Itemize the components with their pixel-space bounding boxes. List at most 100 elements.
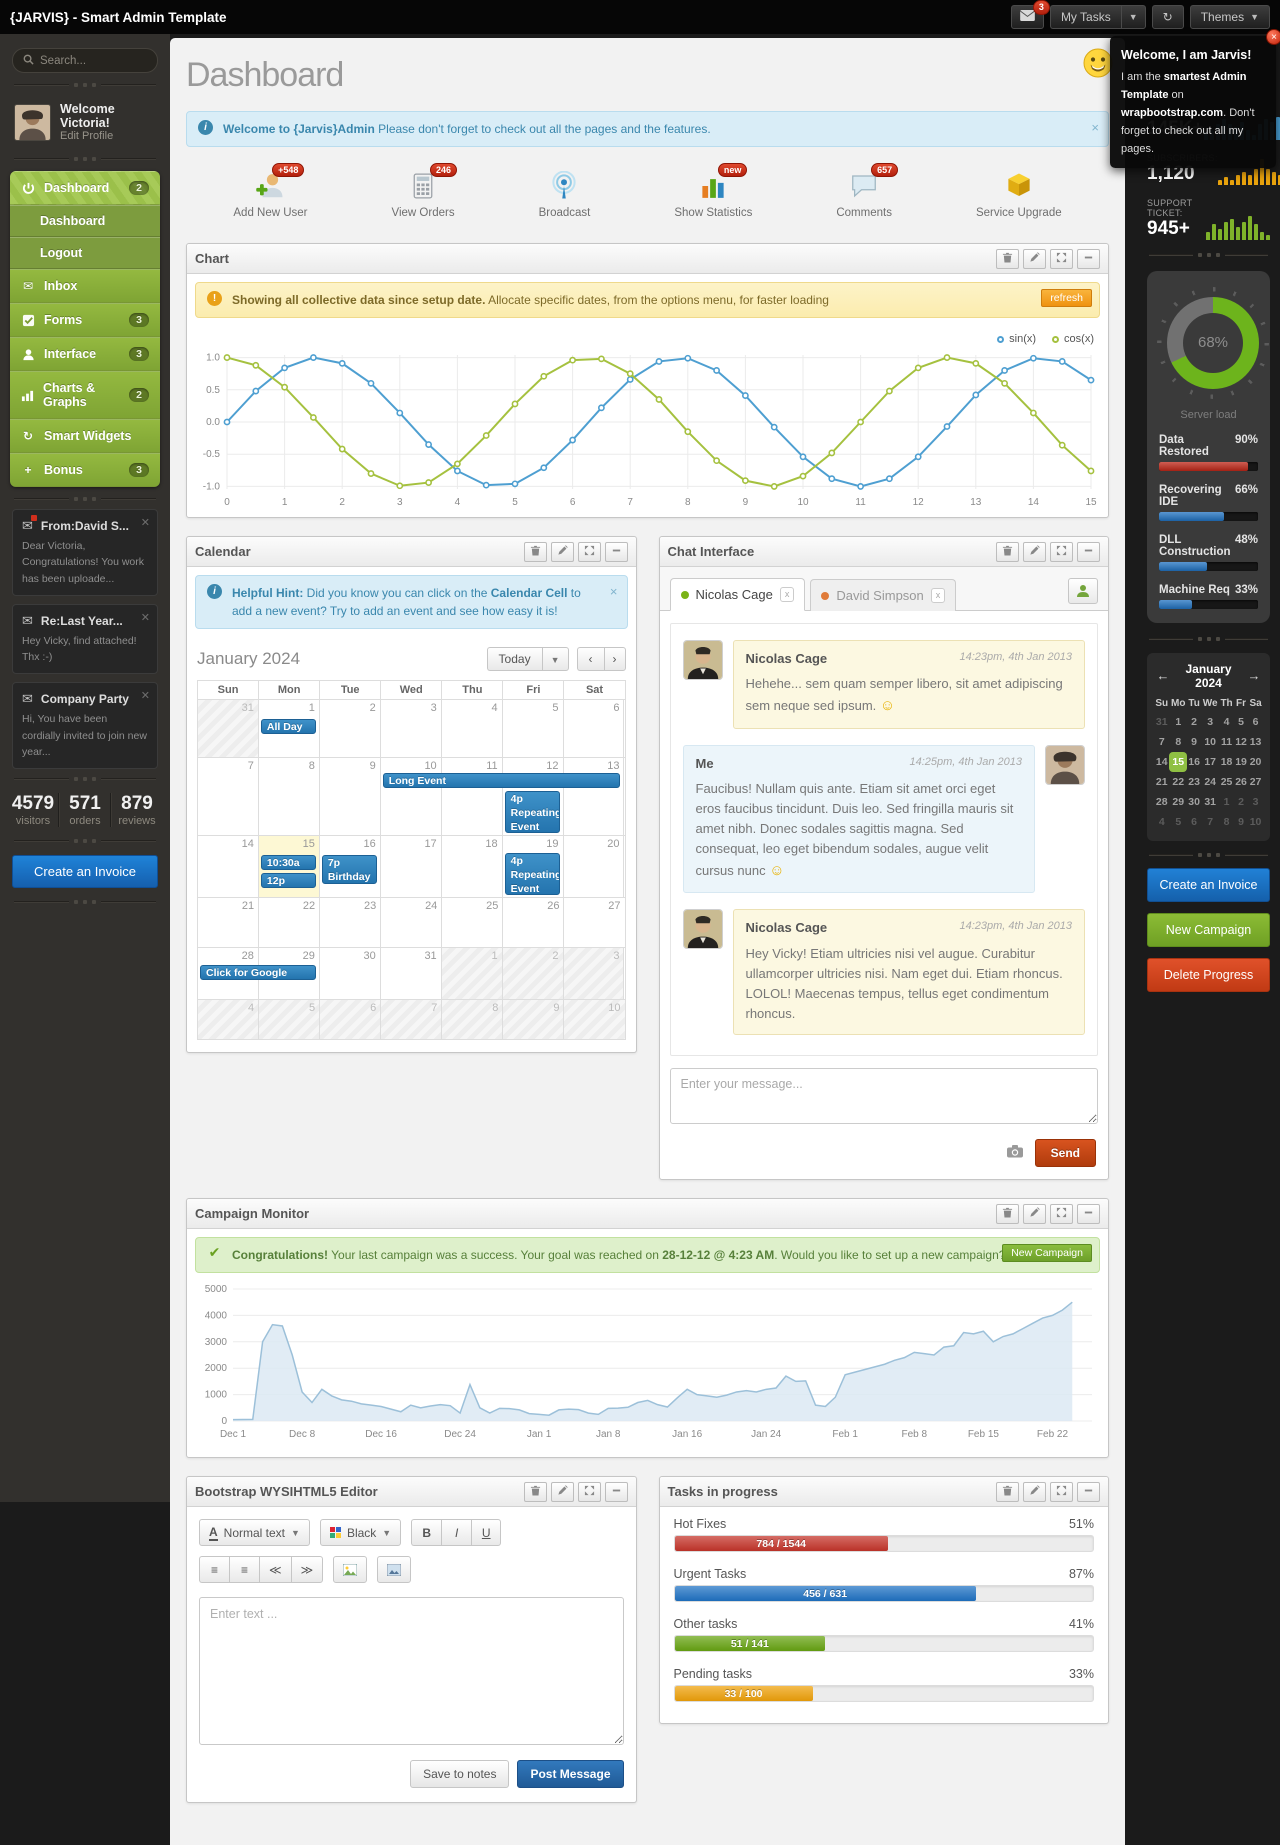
shortcut-view-orders[interactable]: 246 View Orders [392, 163, 458, 219]
refresh-button[interactable]: ↻ [1151, 5, 1184, 29]
legend-item[interactable]: cos(x) [1052, 333, 1094, 345]
calendar-cell[interactable]: 25 [442, 898, 504, 947]
widget-fullscreen-button[interactable] [1050, 541, 1073, 562]
mini-calendar-day[interactable]: 8 [1175, 735, 1182, 748]
new-campaign-button[interactable]: New Campaign [1002, 1244, 1092, 1263]
calendar-cell[interactable]: 4 [198, 1000, 260, 1039]
calendar-view-caret-button[interactable]: ▼ [541, 647, 569, 671]
calendar-event[interactable]: 12p Lunch [260, 873, 316, 888]
calendar-cell[interactable]: 22 [259, 898, 321, 947]
shortcut-broadcast[interactable]: Broadcast [539, 170, 590, 219]
calendar-cell[interactable]: 1 [259, 700, 320, 757]
legend-item[interactable]: sin(x) [997, 333, 1036, 345]
calendar-cell[interactable]: 14 [198, 836, 259, 897]
calendar-cell[interactable]: 24 [381, 898, 443, 947]
close-icon[interactable]: × [1266, 29, 1280, 45]
mini-calendar-day[interactable]: 16 [1188, 755, 1200, 768]
widget-delete-button[interactable] [996, 248, 1019, 269]
bold-button[interactable]: B [411, 1519, 442, 1547]
chat-tab-nicolas-cage[interactable]: Nicolas Cage x [669, 578, 806, 611]
mini-calendar-day[interactable]: 31 [1155, 715, 1168, 728]
search-input[interactable] [40, 54, 150, 67]
mini-calendar-day[interactable]: 9 [1191, 735, 1197, 748]
sidebar-item-dashboard[interactable]: Dashboard [10, 205, 160, 237]
shortcut-comments[interactable]: 657 Comments [836, 163, 899, 219]
widget-edit-button[interactable] [1023, 248, 1046, 269]
calendar-cell[interactable]: 31 [381, 948, 442, 999]
calendar-event[interactable]: 4p Repeating Event [504, 853, 560, 895]
close-icon[interactable]: ✕ [140, 517, 150, 529]
post-message-button[interactable]: Post Message [517, 1760, 624, 1789]
widget-edit-button[interactable] [550, 1481, 574, 1502]
mini-calendar-next-button[interactable]: → [1247, 668, 1261, 684]
calendar-today-button[interactable]: Today [486, 647, 542, 671]
widget-collapse-button[interactable] [604, 1481, 628, 1502]
ordered-list-button[interactable]: ≡ [229, 1556, 259, 1584]
calendar-cell[interactable]: 6 [564, 700, 625, 757]
mini-calendar-day[interactable]: 5 [1175, 815, 1182, 828]
close-tab-button[interactable]: x [779, 587, 795, 602]
mini-calendar-day[interactable]: 17 [1204, 755, 1216, 768]
calendar-cell[interactable]: 31 [198, 700, 259, 757]
calendar-cell[interactable]: 2 [502, 948, 564, 999]
mail-button[interactable]: 3 [1010, 0, 1050, 29]
mini-calendar-day[interactable]: 3 [1207, 715, 1214, 728]
mini-calendar-day[interactable]: 8 [1223, 815, 1230, 828]
themes-button[interactable]: Themes ▼ [1189, 5, 1270, 29]
mini-calendar-day[interactable]: 27 [1249, 775, 1262, 788]
mini-calendar-day[interactable]: 12 [1235, 735, 1247, 748]
sidebar-item-dashboard[interactable]: Dashboard 2 [10, 171, 160, 205]
close-icon[interactable]: × [609, 584, 618, 599]
new-campaign-button[interactable]: New Campaign [1147, 912, 1270, 947]
mini-calendar-day[interactable]: 22 [1172, 775, 1185, 788]
calendar-cell[interactable]: 2 [320, 700, 381, 757]
widget-fullscreen-button[interactable] [577, 1481, 601, 1502]
calendar-cell[interactable]: 10 [381, 758, 442, 835]
refresh-data-button[interactable]: refresh [1041, 289, 1092, 307]
widget-delete-button[interactable] [523, 1481, 547, 1502]
mini-calendar-day[interactable]: 5 [1238, 715, 1244, 728]
create-an-invoice-button[interactable]: Create an Invoice [1147, 867, 1270, 902]
calendar-event[interactable]: 4p Repeating Event [504, 791, 560, 833]
calendar-cell[interactable]: 13 [564, 758, 625, 835]
widget-edit-button[interactable] [1023, 1203, 1046, 1224]
calendar-cell[interactable]: 6 [320, 1000, 382, 1039]
chat-message-input[interactable] [669, 1068, 1098, 1125]
underline-button[interactable]: U [471, 1519, 502, 1547]
calendar-cell[interactable]: 5 [259, 1000, 321, 1039]
mini-calendar-day[interactable]: 29 [1172, 795, 1185, 808]
calendar-cell[interactable]: 23 [320, 898, 382, 947]
widget-edit-button[interactable] [550, 541, 574, 562]
calendar-next-button[interactable]: › [603, 647, 626, 671]
mini-calendar-day[interactable]: 25 [1220, 775, 1233, 788]
add-chat-user-button[interactable] [1068, 578, 1098, 604]
calendar-event[interactable]: 10:30a Meeting [260, 855, 316, 870]
jarvis-smiley-icon[interactable] [1083, 48, 1113, 78]
widget-fullscreen-button[interactable] [577, 541, 601, 562]
calendar-cell[interactable]: 20 [564, 836, 625, 897]
widget-delete-button[interactable] [996, 541, 1019, 562]
mini-calendar-day[interactable]: 6 [1252, 715, 1259, 728]
create-invoice-button[interactable]: Create an Invoice [12, 855, 158, 889]
delete-progress-button[interactable]: Delete Progress [1147, 957, 1270, 992]
mini-calendar-day[interactable]: 3 [1252, 795, 1259, 808]
calendar-cell[interactable]: 17 [381, 836, 442, 897]
calendar-cell[interactable]: 4 [442, 700, 503, 757]
mini-calendar-day[interactable]: 4 [1158, 815, 1165, 828]
shortcut-service-upgrade[interactable]: Service Upgrade [976, 171, 1062, 219]
calendar-cell[interactable]: 8 [259, 758, 320, 835]
indent-button[interactable]: ≫ [290, 1556, 324, 1584]
calendar-cell[interactable]: 12 [503, 758, 564, 835]
mini-calendar-day[interactable]: 11 [1220, 735, 1233, 748]
mini-calendar-day[interactable]: 7 [1158, 735, 1165, 748]
sidebar-message[interactable]: ✉ From:David S... Dear Victoria, Congratul… [12, 509, 158, 596]
close-icon[interactable]: ✕ [140, 690, 150, 703]
insert-image-button[interactable] [333, 1556, 368, 1584]
widget-delete-button[interactable] [996, 1481, 1019, 1502]
mini-calendar-day[interactable]: 10 [1249, 815, 1262, 828]
calendar-cell[interactable]: 19 [503, 836, 564, 897]
calendar-cell[interactable]: 27 [608, 900, 621, 912]
mini-calendar-prev-button[interactable]: ← [1156, 668, 1170, 684]
mini-calendar-day[interactable]: 23 [1188, 775, 1200, 788]
